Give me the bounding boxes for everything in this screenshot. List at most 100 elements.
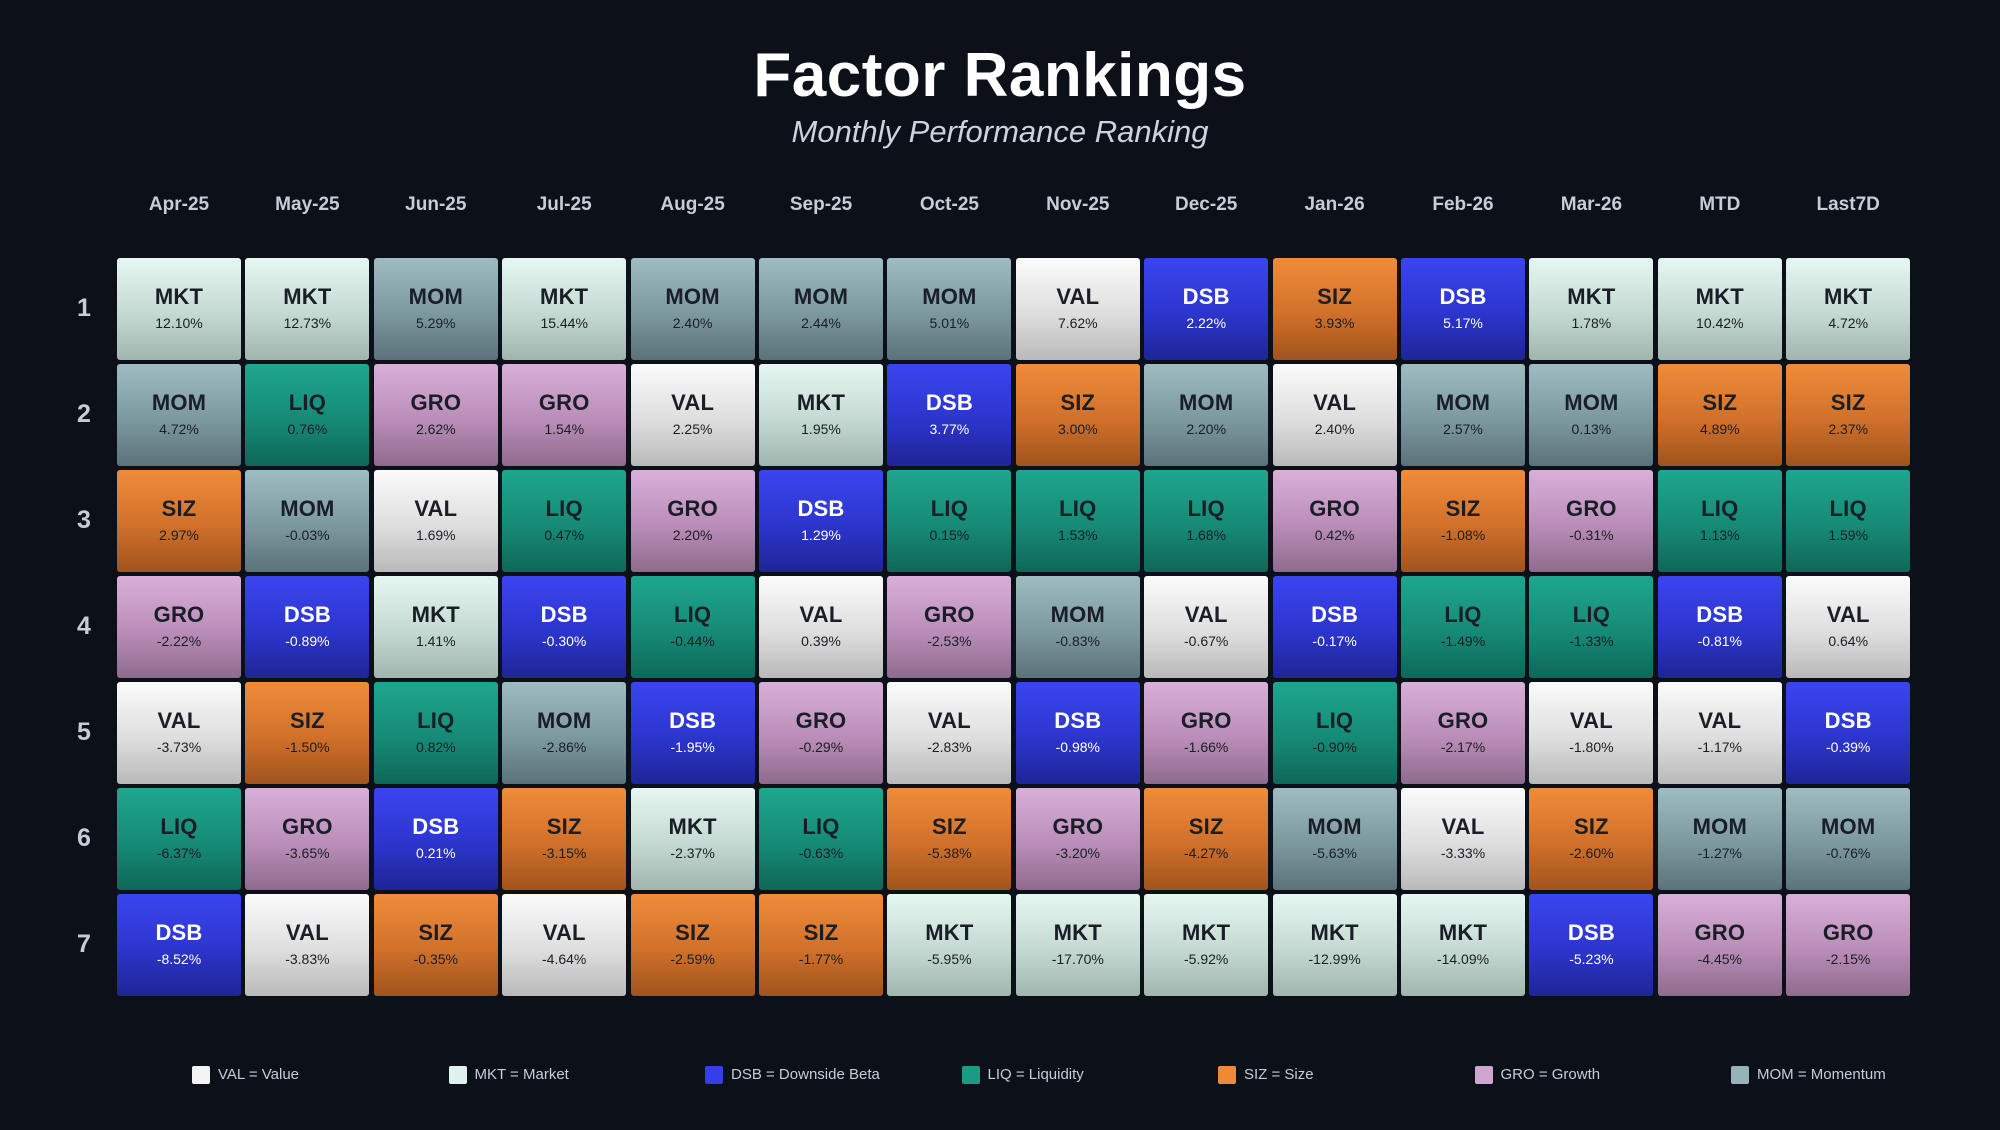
factor-return: -0.30% [542,633,587,649]
factor-return: 0.15% [929,527,970,543]
factor-code: VAL [1313,390,1357,415]
factor-return: -0.98% [1055,739,1100,755]
rank-cell: MKT -14.09% [1401,894,1525,996]
rank-cell: SIZ 3.00% [1015,364,1140,466]
legend-label: VAL = Value [218,1066,300,1083]
rank-cell: DSB -0.98% [1015,682,1140,784]
legend-swatch [448,1066,467,1084]
factor-return: -0.35% [413,951,458,967]
factor-return: 1.59% [1828,527,1869,543]
factor-code: DSB [412,814,460,839]
rank-cell: MKT -5.92% [1144,894,1269,996]
rank-cell: VAL -3.73% [117,682,241,784]
factor-code: DSB [1696,602,1744,627]
factor-code: SIZ [1188,814,1224,839]
factor-code: GRO [924,602,975,627]
factor-return: -2.37% [670,845,715,861]
factor-return: -3.73% [156,739,202,755]
factor-return: 1.41% [415,633,456,649]
factor-code: LIQ [1315,708,1354,733]
rank-cell: DSB -5.23% [1529,894,1654,996]
factor-return: -4.27% [1184,845,1229,861]
factor-code: VAL [414,496,458,521]
factor-code: MOM [408,284,463,309]
rank-cell: DSB -1.95% [630,682,755,784]
factor-code: VAL [157,708,201,733]
rank-cell: MOM 2.40% [630,258,755,360]
factor-return: -1.95% [670,739,715,755]
factor-code: LIQ [1829,496,1867,521]
rank-cell: LIQ -1.33% [1529,576,1654,678]
column-header: Last7D [1816,194,1880,215]
column-header: Sep-25 [789,194,853,215]
rank-cell: VAL 2.40% [1272,364,1397,466]
rank-cell: MKT 1.95% [759,364,883,466]
rank-cell: GRO -2.22% [117,576,241,678]
rank-label: 2 [77,400,91,428]
legend-swatch [1731,1066,1749,1084]
rank-cell: SIZ -1.77% [759,894,883,996]
factor-return: -1.33% [1569,633,1614,649]
factor-return: 2.62% [415,421,456,437]
rank-cell: SIZ 2.97% [117,470,241,572]
factor-code: MOM [151,390,207,415]
factor-code: LIQ [160,814,198,839]
factor-code: DSB [540,602,588,627]
factor-code: DSB [1439,284,1487,309]
factor-return: -3.33% [1440,845,1486,861]
factor-return: 2.40% [672,315,713,331]
factor-return: 1.68% [1186,527,1227,543]
factor-return: -2.15% [1826,951,1871,967]
rank-cell: MOM -0.76% [1786,788,1911,890]
rank-cell: GRO 1.54% [502,364,627,466]
factor-return: 2.97% [159,527,199,543]
rank-cell: GRO -0.29% [759,682,883,784]
rank-cell: MOM 2.44% [759,258,883,360]
factor-return: -12.99% [1308,951,1361,967]
factor-code: SIZ [803,920,839,945]
factor-code: SIZ [1702,390,1738,415]
factor-return: 10.42% [1696,315,1744,331]
factor-return: -2.60% [1569,845,1614,861]
factor-return: 2.20% [1186,421,1227,437]
factor-code: MKT [283,284,332,309]
rank-cell: MOM 5.29% [373,258,498,360]
factor-return: 0.39% [801,633,841,649]
rank-cell: DSB -0.39% [1786,682,1911,784]
rank-cell: VAL 0.39% [759,576,883,678]
legend-swatch [705,1066,723,1084]
factor-code: SIZ [675,920,710,945]
rank-cell: MOM 5.01% [887,258,1012,360]
factor-code: LIQ [1444,602,1482,627]
column-header: Apr-25 [148,194,210,215]
factor-return: -6.37% [156,845,202,861]
rank-cell: MKT 1.78% [1529,258,1654,360]
factor-return: -0.63% [798,845,844,861]
rank-cell: VAL -3.33% [1401,788,1525,890]
rank-cell: MOM -1.27% [1657,788,1782,890]
factor-code: DSB [283,602,331,627]
factor-return: -0.81% [1697,633,1742,649]
factor-return: -0.67% [1184,633,1229,649]
factor-code: DSB [155,920,203,945]
factor-code: SIZ [1060,390,1096,415]
rank-cell: DSB -0.81% [1657,576,1782,678]
factor-code: SIZ [418,920,454,945]
factor-return: 4.72% [1828,315,1869,331]
rank-cell: SIZ -5.38% [887,788,1012,890]
rank-cell: GRO 2.20% [630,470,755,572]
rank-cell: SIZ -2.60% [1529,788,1654,890]
factor-code: VAL [1826,602,1870,627]
rank-cell: MKT -17.70% [1015,894,1140,996]
factor-return: 15.44% [540,315,588,331]
factor-code: VAL [927,708,971,733]
column-header: Dec-25 [1175,194,1238,215]
factor-code: SIZ [1830,390,1866,415]
rank-cell: DSB 2.22% [1144,258,1269,360]
rank-cell: LIQ 0.76% [245,364,370,466]
factor-code: MKT [1310,920,1359,945]
factor-return: 1.53% [1057,527,1098,543]
factor-return: 12.10% [155,315,203,331]
factor-return: 0.42% [1314,527,1355,543]
rank-cell: LIQ 1.68% [1144,470,1269,572]
